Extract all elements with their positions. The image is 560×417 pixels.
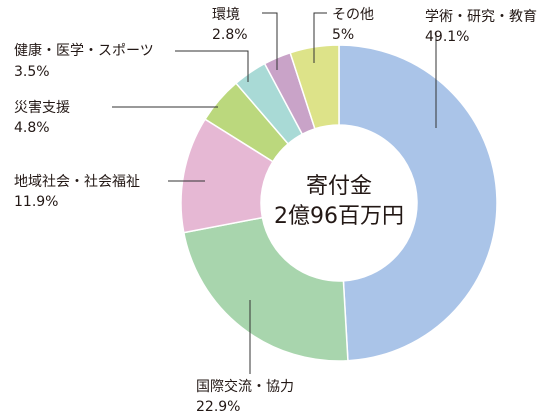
- label-name-disaster-support: 災害支援: [14, 100, 70, 116]
- label-value-environment: 2.8%: [212, 27, 248, 43]
- leader-line-health-medicine-sports: [175, 50, 249, 82]
- leader-line-environment: [262, 12, 278, 70]
- label-name-academic-research-education: 学術・研究・教育: [425, 9, 537, 25]
- label-value-other: 5%: [332, 27, 354, 43]
- label-name-environment: 環境: [212, 7, 240, 23]
- center-value: 2億96百万円: [274, 204, 404, 229]
- label-name-community-welfare: 地域社会・社会福祉: [14, 174, 140, 190]
- label-value-international-exchange: 22.9%: [196, 399, 240, 415]
- label-value-academic-research-education: 49.1%: [425, 29, 469, 45]
- label-value-community-welfare: 11.9%: [14, 194, 58, 210]
- leader-lines-group: [112, 12, 437, 374]
- label-value-disaster-support: 4.8%: [14, 120, 50, 136]
- slices-group: [180, 44, 498, 362]
- slice-other: [289, 44, 340, 130]
- center-title: 寄付金: [306, 174, 372, 199]
- label-name-health-medicine-sports: 健康・医学・スポーツ: [14, 42, 154, 59]
- slice-international-exchange: [182, 216, 349, 362]
- label-name-other: その他: [332, 7, 374, 23]
- labels-group: 学術・研究・教育 49.1% 国際交流・協力 22.9% 地域社会・社会福祉 11.9% 災…: [14, 7, 537, 415]
- label-name-international-exchange: 国際交流・協力: [196, 378, 294, 395]
- label-value-health-medicine-sports: 3.5%: [14, 64, 50, 80]
- leader-line-other: [313, 12, 327, 63]
- slice-academic-research-education: [338, 44, 498, 362]
